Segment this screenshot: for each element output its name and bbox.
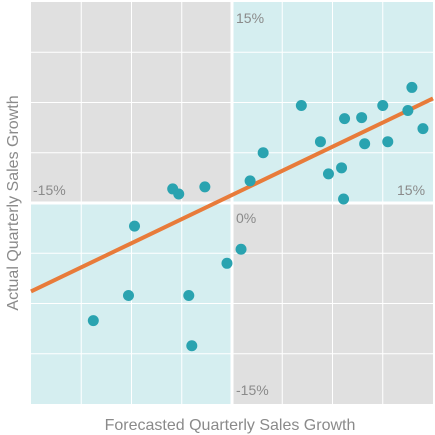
trendline	[30, 96, 434, 294]
data-point	[173, 188, 185, 200]
data-point	[382, 136, 394, 148]
data-point	[295, 100, 307, 112]
data-point	[221, 257, 233, 269]
data-point	[402, 105, 414, 117]
data-point	[314, 136, 326, 148]
data-point	[183, 289, 195, 301]
tick-labels: 15% -15% 15% 0% -15%	[33, 10, 425, 398]
data-point	[322, 168, 334, 180]
data-point	[417, 123, 429, 135]
data-point	[129, 220, 141, 232]
data-point	[257, 147, 269, 159]
data-point	[359, 138, 371, 150]
trendline-layer	[30, 96, 434, 294]
data-point	[199, 181, 211, 193]
data-point	[244, 175, 256, 187]
y-tick-bottom: -15%	[236, 382, 269, 398]
data-point	[336, 162, 348, 174]
data-point	[356, 112, 368, 124]
data-point	[122, 289, 134, 301]
x-tick-left: -15%	[33, 182, 66, 198]
y-tick-top: 15%	[236, 10, 264, 26]
points-layer	[87, 81, 429, 352]
data-point	[235, 243, 247, 255]
origin-tick: 0%	[236, 210, 256, 226]
data-point	[338, 193, 350, 205]
data-point	[377, 100, 389, 112]
data-point	[186, 340, 198, 352]
center-axes	[31, 2, 433, 404]
data-point	[339, 113, 351, 125]
data-point	[406, 81, 418, 93]
y-axis-title: Actual Quarterly Sales Growth	[5, 95, 22, 310]
data-point	[87, 315, 99, 327]
x-tick-right: 15%	[397, 182, 425, 198]
x-axis-title: Forecasted Quarterly Sales Growth	[105, 417, 356, 434]
